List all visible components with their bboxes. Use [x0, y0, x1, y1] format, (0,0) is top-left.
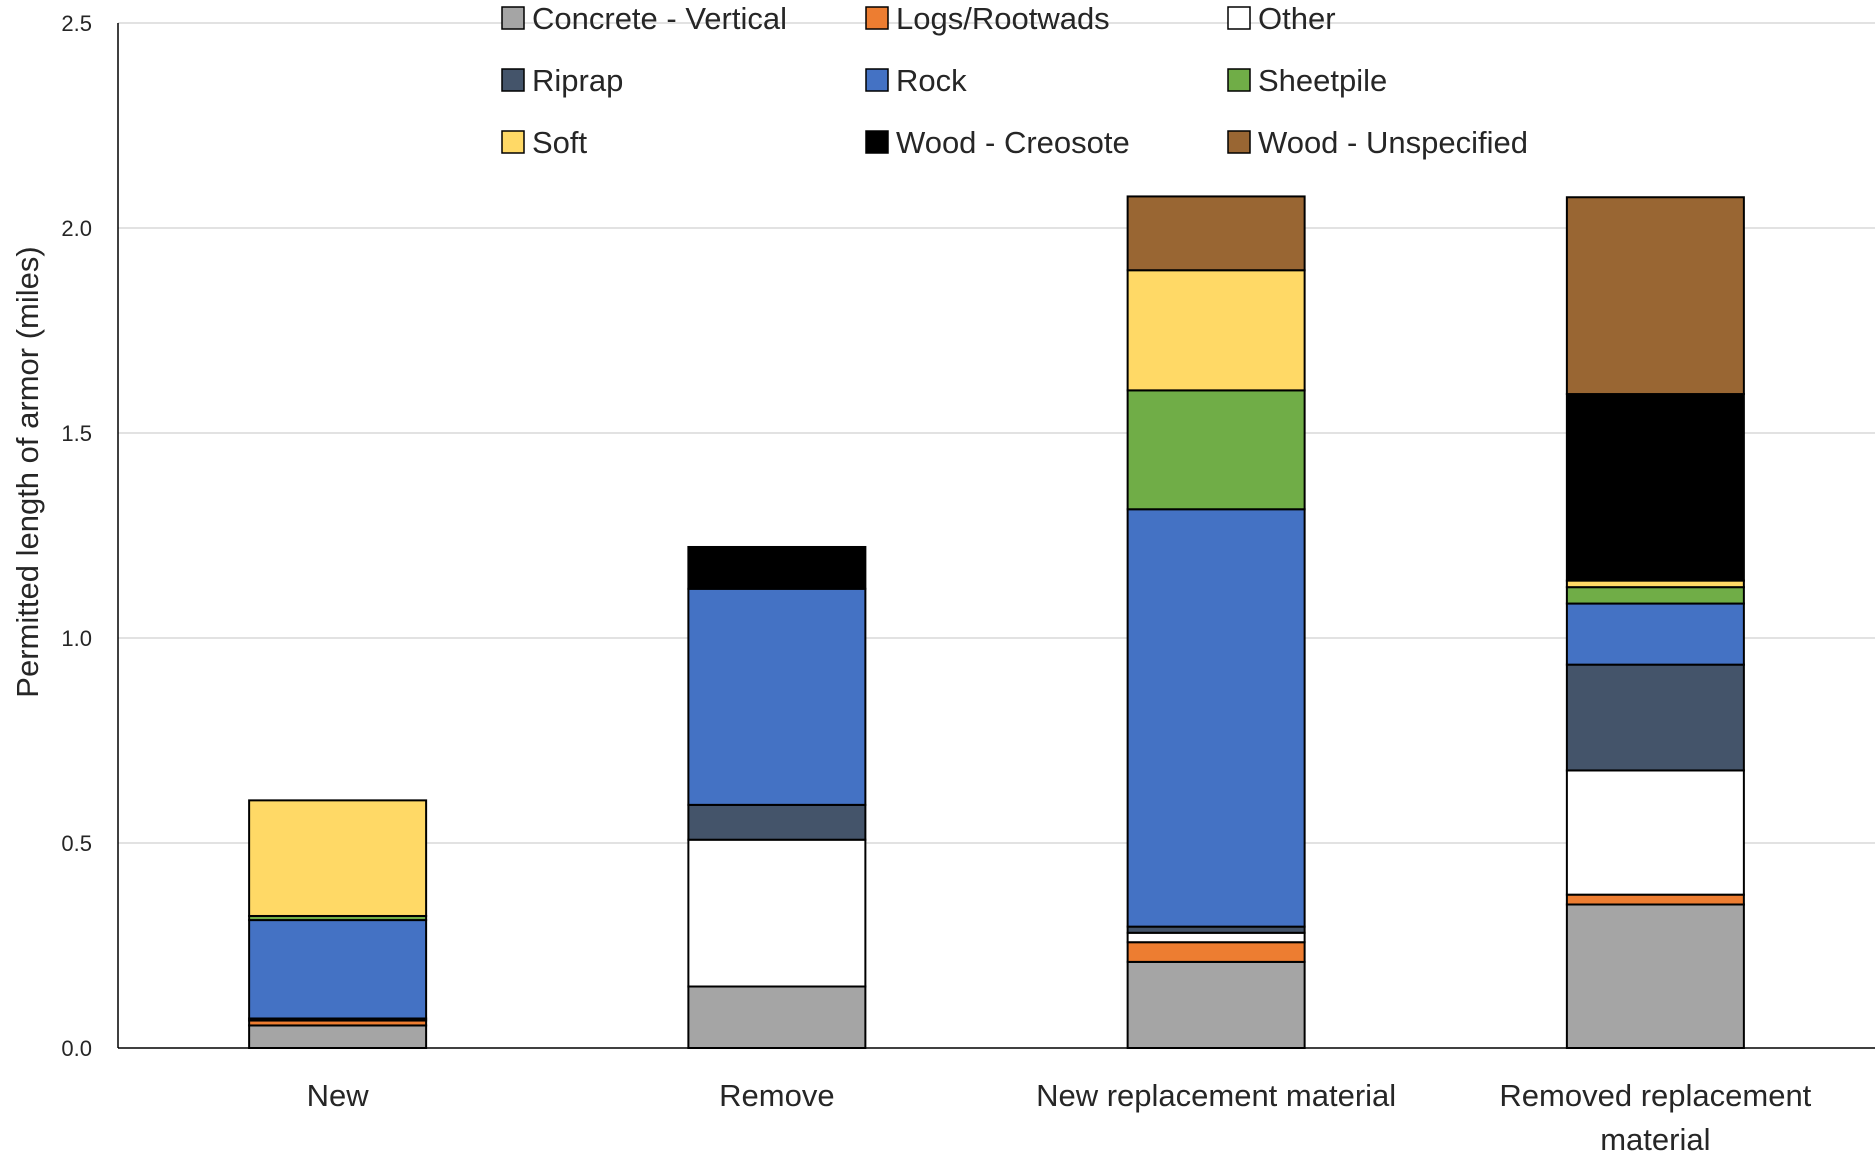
bar-segment — [1126, 941, 1306, 963]
y-tick-label: 2.5 — [61, 11, 92, 36]
bar-segment — [1565, 893, 1745, 906]
legend-label: Other — [1258, 1, 1336, 36]
legend-swatch — [501, 6, 525, 30]
legend-label: Sheetpile — [1258, 63, 1387, 98]
y-axis-title: Permitted length of armor (miles) — [10, 246, 45, 697]
category-label: Removed replacement — [1499, 1078, 1811, 1113]
bar-segment — [687, 587, 867, 806]
bar-segment — [248, 799, 428, 917]
legend-label: Rock — [896, 63, 967, 98]
bar-segment — [248, 919, 428, 1020]
legend: Concrete - Vertical Logs/Rootwads Other Rip… — [501, 1, 1528, 160]
y-tick-label: 2.0 — [61, 216, 92, 241]
bar-segment — [1565, 663, 1745, 772]
bar-segment — [687, 803, 867, 841]
category-label: New — [307, 1078, 370, 1113]
category-labels: New Remove New replacement material Removed… — [307, 1078, 1812, 1157]
bar-segment — [1126, 960, 1306, 1050]
legend-swatch — [865, 68, 889, 92]
axes — [117, 23, 1875, 1049]
bar-segment — [1565, 903, 1745, 1049]
legend-swatch — [501, 68, 525, 92]
bar-segment — [687, 838, 867, 988]
legend-label: Soft — [532, 125, 588, 160]
bar-segment — [1565, 769, 1745, 896]
y-tick-label: 1.5 — [61, 421, 92, 446]
bar-segment — [1126, 269, 1306, 392]
legend-swatch — [1227, 6, 1251, 30]
y-tick-labels: 0.0 0.5 1.0 1.5 2.0 2.5 — [61, 11, 92, 1061]
bar-segment — [1565, 196, 1745, 396]
legend-label: Logs/Rootwads — [896, 1, 1110, 36]
category-label: Remove — [719, 1078, 834, 1113]
legend-label: Wood - Creosote — [896, 125, 1130, 160]
legend-swatch — [501, 130, 525, 154]
bar-segment — [1126, 931, 1306, 944]
category-label: material — [1600, 1122, 1710, 1157]
bar-segment — [687, 985, 867, 1049]
legend-label: Wood - Unspecified — [1258, 125, 1528, 160]
legend-swatch — [865, 6, 889, 30]
bar-segment — [1126, 195, 1306, 272]
category-label: New replacement material — [1036, 1078, 1396, 1113]
bar-segment — [1565, 586, 1745, 605]
bar-segment — [1126, 508, 1306, 928]
bar-segment — [248, 1024, 428, 1049]
legend-label: Riprap — [532, 63, 623, 98]
legend-swatch — [865, 130, 889, 154]
bar-segment — [1565, 393, 1745, 582]
bar-segment — [1126, 389, 1306, 511]
legend-swatch — [1227, 130, 1251, 154]
bar-segment — [1565, 602, 1745, 666]
legend-swatch — [1227, 68, 1251, 92]
bars — [248, 195, 1745, 1050]
bar-segment — [687, 545, 867, 590]
y-tick-label: 0.0 — [61, 1036, 92, 1061]
y-tick-label: 0.5 — [61, 831, 92, 856]
legend-label: Concrete - Vertical — [532, 1, 787, 36]
y-tick-label: 1.0 — [61, 626, 92, 651]
